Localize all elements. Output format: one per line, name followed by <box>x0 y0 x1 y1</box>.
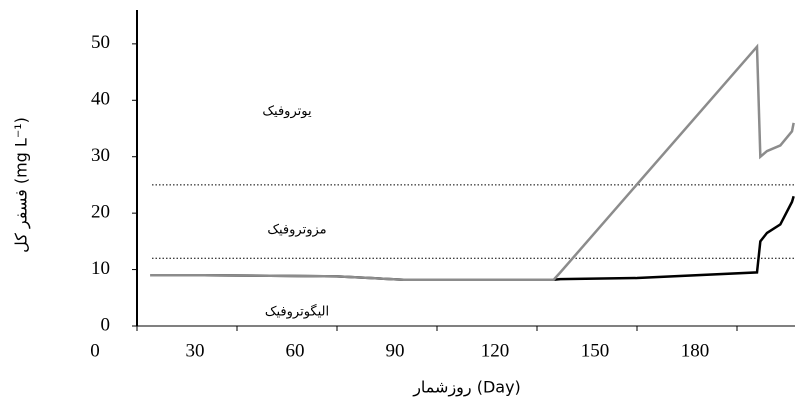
x-tick-label: 120 <box>481 340 510 361</box>
annotation: الیگوتروفیک <box>265 303 329 319</box>
y-tick-label: 50 <box>91 32 110 53</box>
y-tick-label: 0 <box>101 314 111 335</box>
series-line <box>150 43 795 281</box>
annotation: یوتروفیک <box>262 104 312 119</box>
x-tick-label: 180 <box>681 340 710 361</box>
series-line <box>150 195 795 281</box>
y-tick-label: 10 <box>91 258 110 279</box>
annotation: مزوتروفیک <box>267 223 326 238</box>
y-tick-label: 20 <box>91 202 110 223</box>
x-tick-label: 60 <box>286 340 305 361</box>
x-tick-label: 150 <box>581 340 610 361</box>
y-tick-label: 30 <box>91 145 110 166</box>
y-axis-label: فسفر کل (mg L⁻¹) <box>12 117 32 253</box>
x-tick-label: 0 <box>90 340 100 361</box>
x-axis-label: روزشمار (Day) <box>412 378 521 398</box>
x-tick-label: 90 <box>386 340 405 361</box>
y-tick-label: 40 <box>91 89 110 110</box>
x-tick-label: 30 <box>186 340 205 361</box>
